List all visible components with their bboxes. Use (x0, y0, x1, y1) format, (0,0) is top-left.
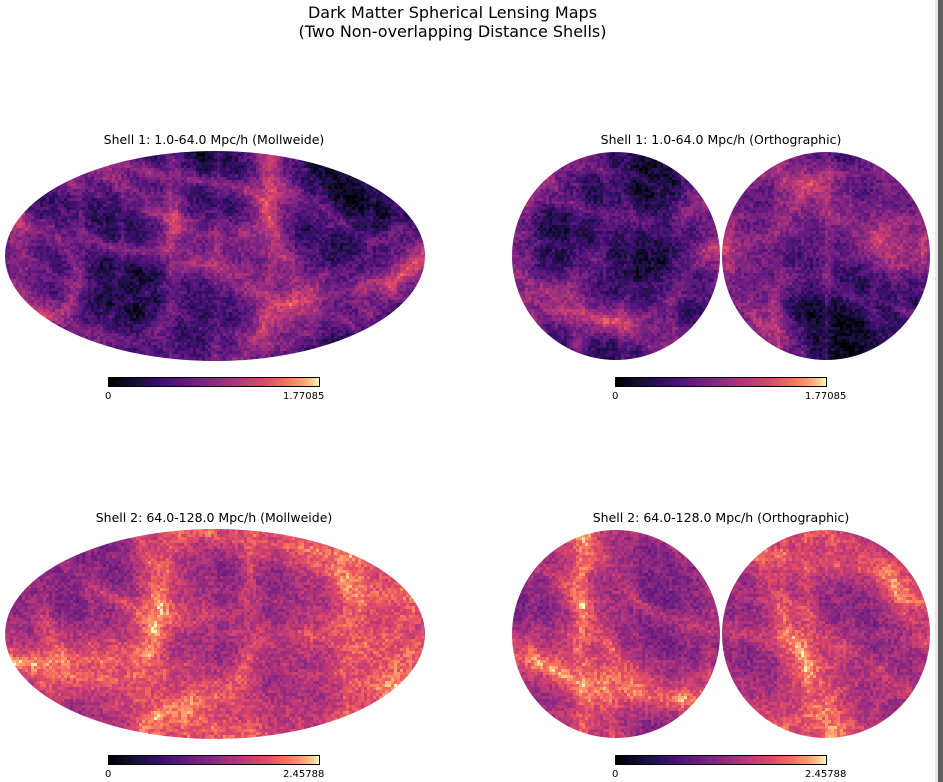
colorbar-min-label: 0 (612, 769, 618, 781)
colorbar-max-label: 1.77085 (283, 391, 324, 403)
panel-title-shell2-orthographic: Shell 2: 64.0-128.0 Mpc/h (Orthographic) (593, 510, 850, 525)
mollweide-map-shell2 (5, 529, 425, 739)
colorbar-shell2-mollweide (108, 755, 320, 765)
colorbar-max-label: 2.45788 (283, 769, 324, 781)
orthographic-map-shell1-pixels (512, 152, 930, 360)
orthographic-map-shell1 (512, 152, 930, 360)
colorbar-max-label: 1.77085 (805, 391, 846, 403)
orthographic-map-shell2-pixels (512, 530, 930, 738)
colorbar-max-label: 2.45788 (805, 769, 846, 781)
mollweide-map-shell2-pixels (5, 529, 425, 739)
colorbar-shell2-orthographic (615, 755, 827, 765)
colorbar-shell1-orthographic (615, 377, 827, 387)
colorbar-min-label: 0 (105, 391, 111, 403)
colorbar-min-label: 0 (612, 391, 618, 403)
panel-title-shell1-orthographic: Shell 1: 1.0-64.0 Mpc/h (Orthographic) (601, 132, 842, 147)
mollweide-map-shell1-pixels (5, 151, 425, 361)
window-edge-highlight (935, 0, 938, 782)
colorbar-shell1-mollweide (108, 377, 320, 387)
mollweide-map-shell1 (5, 151, 425, 361)
figure-title: Dark Matter Spherical Lensing Maps (0, 3, 905, 22)
window-edge (938, 0, 943, 782)
colorbar-min-label: 0 (105, 769, 111, 781)
orthographic-map-shell2 (512, 530, 930, 738)
panel-title-shell1-mollweide: Shell 1: 1.0-64.0 Mpc/h (Mollweide) (104, 132, 325, 147)
panel-title-shell2-mollweide: Shell 2: 64.0-128.0 Mpc/h (Mollweide) (96, 510, 333, 525)
figure-subtitle: (Two Non-overlapping Distance Shells) (0, 22, 905, 41)
